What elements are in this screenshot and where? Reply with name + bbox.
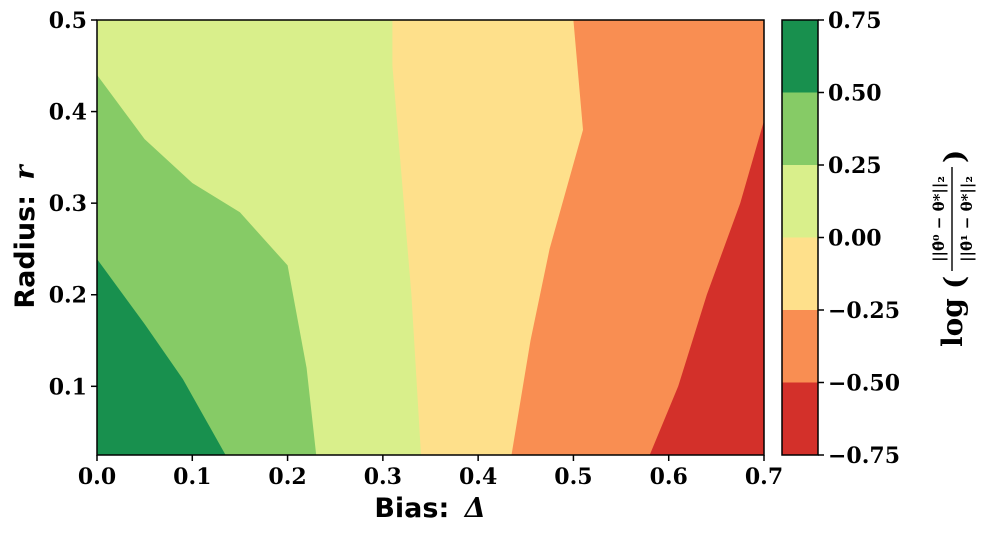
x-tick-label: 0.3 <box>364 464 402 490</box>
colorbar-swatch <box>782 382 818 455</box>
y-axis: 0.1 0.2 0.3 0.4 0.5 <box>49 8 97 400</box>
x-tick-label: 0.4 <box>459 464 497 490</box>
colorbar-swatch <box>782 92 818 165</box>
colorbar-tick-label: 0.25 <box>828 153 882 179</box>
plot-frame <box>96 19 765 456</box>
y-axis-label-symbol: r <box>10 164 41 180</box>
colorbar-swatch <box>782 20 818 93</box>
x-axis-label-symbol: Δ <box>463 493 486 524</box>
colorbar-label-numerator: ||θ̂⁰ − θ*||₂ <box>930 176 948 262</box>
y-tick-label: 0.3 <box>49 191 87 217</box>
colorbar-tick-label: −0.75 <box>828 443 900 469</box>
colorbar-tick-label: 0.00 <box>828 226 882 252</box>
y-tick-label: 0.1 <box>49 374 87 400</box>
contour-region-band-1 <box>97 259 226 455</box>
x-tick-label: 0.5 <box>554 464 592 490</box>
y-tick-label: 0.4 <box>49 100 87 126</box>
y-axis-label-text: Radius: <box>10 195 41 309</box>
colorbar-swatch <box>782 165 818 238</box>
y-tick-label: 0.5 <box>49 8 87 34</box>
colorbar-tick-label: 0.75 <box>828 8 882 34</box>
plot-area <box>97 20 764 455</box>
x-tick-label: 0.7 <box>745 464 783 490</box>
x-axis-label: Bias: Δ <box>374 493 485 524</box>
colorbar-label-denominator: ||θ̂¹ − θ*||₂ <box>958 176 976 262</box>
colorbar-label: log ( ||θ̂⁰ − θ*||₂ ||θ̂¹ − θ*||₂ ) <box>930 150 976 347</box>
colorbar-swatch <box>782 237 818 310</box>
x-tick-label: 0.1 <box>173 464 211 490</box>
x-axis: 0.0 0.1 0.2 0.3 0.4 0.5 0.6 0.7 <box>78 455 783 490</box>
colorbar-tick-label: 0.50 <box>828 81 882 107</box>
y-axis-label: Radius: r <box>10 164 41 309</box>
colorbar-label-paren-left: ( <box>938 276 971 289</box>
colorbar-tick-label: −0.50 <box>828 371 900 397</box>
x-axis-label-text: Bias: <box>374 493 449 524</box>
colorbar-ticks: 0.75 0.50 0.25 0.00 −0.25 −0.50 −0.75 <box>818 8 900 469</box>
colorbar-swatch <box>782 310 818 383</box>
colorbar-label-log: log <box>936 298 969 347</box>
colorbar-tick-label: −0.25 <box>828 298 900 324</box>
x-tick-label: 0.6 <box>650 464 688 490</box>
x-tick-label: 0.0 <box>78 464 116 490</box>
colorbar <box>781 19 819 456</box>
y-tick-label: 0.2 <box>49 283 87 309</box>
colorbar-label-paren-right: ) <box>938 150 971 163</box>
x-tick-label: 0.2 <box>268 464 306 490</box>
